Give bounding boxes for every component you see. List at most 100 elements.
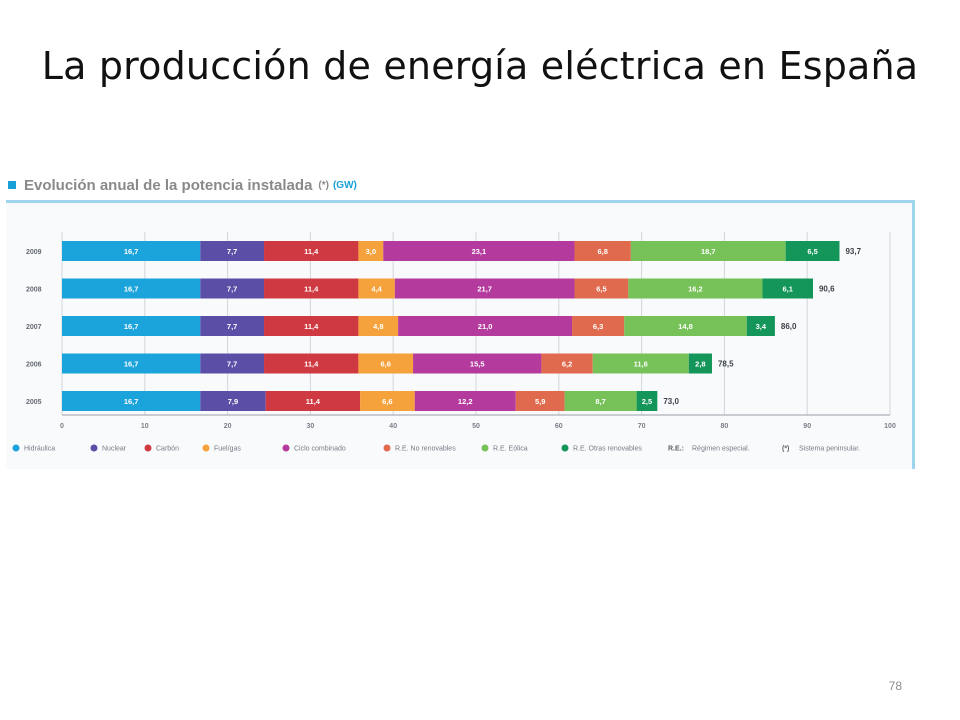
x-tick-label: 60 [555, 423, 563, 430]
data-label: 7,7 [227, 360, 237, 369]
category-label: 2006 [26, 362, 42, 369]
bar-r-e-otras-renovables [746, 316, 775, 336]
data-label: 6,5 [596, 285, 606, 294]
slide-title: La producción de energía eléctrica en Es… [41, 44, 919, 88]
data-label: 7,7 [227, 247, 237, 256]
bar-ciclo-combinado [394, 278, 575, 299]
bar-carbon [264, 241, 359, 261]
category-label: 2007 [26, 324, 42, 331]
bar-r-e-eolica [592, 353, 689, 374]
bar-fuel-gas [358, 278, 395, 299]
bar-carbon [264, 353, 359, 374]
data-label: 6,6 [381, 360, 391, 369]
total-label: 90,6 [819, 285, 835, 294]
total-label: 86,0 [781, 322, 797, 331]
data-label: 21,7 [477, 285, 492, 294]
legend-note-text: Régimen especial. [692, 446, 750, 453]
bar-r-e-otras-renovables [688, 353, 712, 374]
legend-marker-r-e-eolica [481, 444, 489, 452]
data-label: 2,8 [695, 360, 705, 369]
data-label: 16,7 [124, 322, 139, 331]
legend-label: Ciclo combinado [294, 446, 346, 453]
data-label: 5,9 [535, 397, 545, 406]
bar-nuclear [200, 316, 265, 336]
data-label: 4,8 [373, 322, 383, 331]
bar-r-e-eolica [564, 391, 637, 411]
x-tick-label: 40 [389, 423, 397, 430]
data-label: 14,8 [678, 322, 693, 331]
legend-label: Fuel/gas [214, 446, 241, 453]
x-tick-label: 80 [721, 423, 729, 430]
data-label: 16,7 [124, 397, 139, 406]
bar-carbon [264, 316, 359, 336]
data-label: 18,7 [701, 247, 716, 256]
bar-nuclear [200, 241, 265, 261]
data-label: 8,7 [595, 397, 605, 406]
data-label: 16,7 [124, 360, 139, 369]
bar-r-e-no-renovables [515, 391, 565, 411]
bar-r-e-no-renovables [572, 316, 625, 336]
total-label: 93,7 [845, 247, 861, 256]
category-label: 2008 [26, 287, 42, 294]
bar-hidraulica [62, 353, 201, 374]
chart-title-note: (*) [318, 179, 329, 191]
legend-marker-r-e-no-renovables [383, 444, 391, 452]
data-label: 12,2 [458, 397, 473, 406]
bar-ciclo-combinado [398, 316, 573, 336]
data-label: 7,9 [228, 397, 238, 406]
bar-hidraulica [62, 391, 201, 411]
data-label: 6,2 [562, 360, 572, 369]
legend-marker-nuclear [90, 444, 98, 452]
data-label: 11,4 [304, 247, 319, 256]
legend-label: Carbón [156, 446, 179, 453]
x-tick-label: 0 [60, 423, 64, 430]
bar-fuel-gas [358, 316, 399, 336]
bar-r-e-no-renovables [541, 353, 593, 374]
legend-marker-fuel-gas [202, 444, 210, 452]
data-label: 11,4 [304, 322, 319, 331]
legend-marker-hidraulica [12, 444, 20, 452]
legend-note-label: (*) [782, 446, 789, 453]
data-label: 15,5 [470, 360, 485, 369]
data-label: 16,7 [124, 247, 139, 256]
legend-label: Hidráulica [24, 446, 55, 453]
x-tick-label: 20 [224, 423, 232, 430]
bar-fuel-gas [358, 241, 384, 261]
chart-header: Evolución anual de la potencia instalada… [6, 172, 916, 198]
bar-fuel-gas [358, 353, 414, 374]
bar-fuel-gas [360, 391, 415, 411]
x-tick-label: 30 [307, 423, 315, 430]
data-label: 16,2 [688, 285, 703, 294]
bar-ciclo-combinado [413, 353, 542, 374]
data-label: 11,4 [304, 360, 319, 369]
data-label: 6,6 [382, 397, 392, 406]
category-label: 2009 [26, 249, 42, 256]
legend-marker-ciclo-combinado [282, 444, 290, 452]
bar-hidraulica [62, 241, 201, 261]
data-label: 21,0 [478, 322, 493, 331]
data-label: 6,5 [807, 247, 817, 256]
bar-hidraulica [62, 316, 201, 336]
legend-label: R.E. No renovables [395, 446, 456, 453]
stacked-bar-chart: 0 10 20 30 40 50 60 70 80 90 100 2009 16,7 7,7 11,4 3,0… [12, 232, 896, 453]
bar-nuclear [200, 278, 265, 299]
bar-hidraulica [62, 278, 201, 299]
x-tick-label: 50 [472, 423, 480, 430]
legend-note-label: R.E.: [668, 446, 684, 453]
bar-nuclear [200, 391, 266, 411]
bar-nuclear [200, 353, 265, 374]
legend-label: Nuclear [102, 446, 127, 453]
bar-carbon [265, 391, 361, 411]
bar-r-e-eolica [630, 241, 786, 261]
chart-panel: Evolución anual de la potencia instalada… [6, 172, 916, 469]
category-label: 2005 [26, 399, 42, 406]
x-tick-label: 10 [141, 423, 149, 430]
bar-r-e-otras-renovables [762, 278, 813, 299]
bar-r-e-no-renovables [574, 278, 629, 299]
legend-note-text: Sistema peninsular. [799, 446, 860, 453]
bar-r-e-no-renovables [574, 241, 631, 261]
legend-marker-carbon [144, 444, 152, 452]
header-square-icon [8, 181, 16, 189]
data-label: 7,7 [227, 285, 237, 294]
legend-label: R.E. Otras renovables [573, 446, 642, 453]
